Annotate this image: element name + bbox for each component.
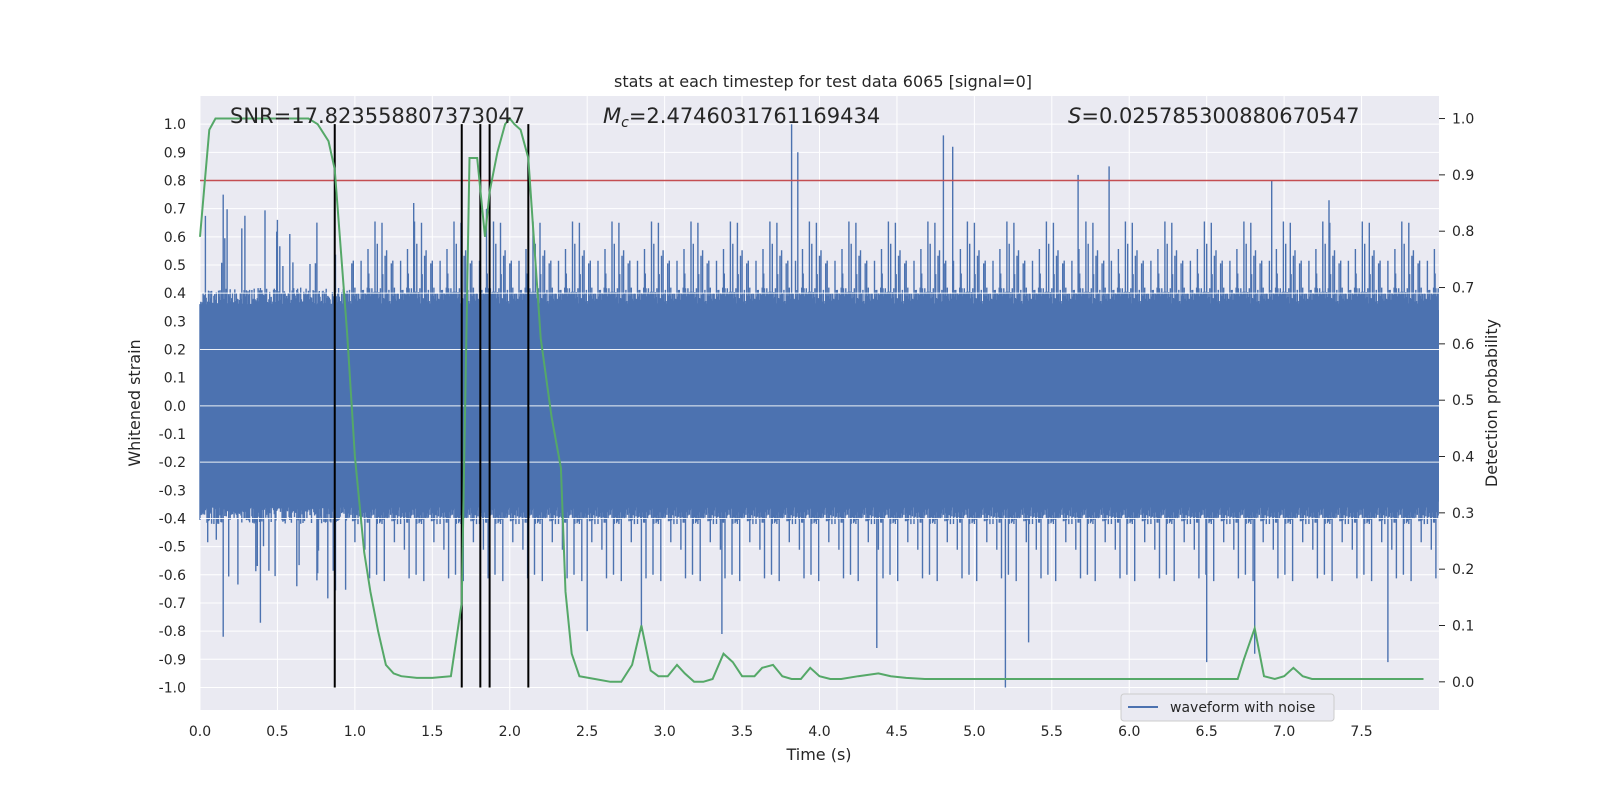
y-left-tick-label: 0.2 (164, 342, 186, 358)
s-value: =0.025785300880670547 (1081, 104, 1359, 128)
y-left-tick-label: -0.5 (159, 540, 186, 556)
snr-annotation: SNR=17.823558807373047 (230, 104, 525, 128)
x-tick-label: 5.0 (963, 724, 985, 740)
mc-value: =2.4746031761169434 (629, 104, 880, 128)
probability-series (199, 116, 1424, 683)
y-left-tick-label: -0.4 (159, 511, 186, 527)
y-right-tick-labels: 0.0 0.1 0.2 0.3 0.4 0.5 0.6 0.7 0.8 0.9 1.0 (1439, 112, 1474, 691)
y-left-tick-label: 0.1 (164, 371, 186, 387)
y-right-tick-label: 0.3 (1452, 506, 1474, 522)
y-left-axis-label: Whitened strain (125, 339, 144, 466)
x-tick-label: 3.5 (731, 724, 753, 740)
mc-subscript: c (621, 115, 629, 131)
y-right-tick-label: 0.2 (1452, 562, 1474, 578)
x-tick-label: 0.0 (189, 724, 211, 740)
y-left-tick-label: -0.3 (159, 483, 186, 499)
y-left-tick-label: -0.8 (159, 624, 186, 640)
legend: waveform with noise (1120, 693, 1335, 722)
y-left-tick-label: -1.0 (159, 680, 186, 696)
y-right-tick-label: 0.5 (1452, 393, 1474, 409)
y-left-tick-label: 0.7 (164, 202, 186, 218)
y-left-tick-label: 0.6 (164, 230, 186, 246)
y-left-tick-label: -0.2 (159, 455, 186, 471)
y-left-tick-labels: -1.0 -0.9 -0.8 -0.7 -0.6 -0.5 -0.4 -0.3 -0.2 -0.1… (159, 117, 186, 696)
x-tick-label: 3.0 (653, 724, 675, 740)
y-right-tick-label: 0.8 (1452, 224, 1474, 240)
y-right-tick-label: 1.0 (1452, 112, 1474, 128)
x-tick-label: 2.0 (499, 724, 521, 740)
mc-annotation: Mc=2.4746031761169434 (603, 104, 880, 131)
legend-box (1120, 693, 1335, 722)
x-tick-label: 5.5 (1041, 724, 1063, 740)
y-right-tick-label: 0.6 (1452, 337, 1474, 353)
legend-label: waveform with noise (1170, 700, 1315, 716)
y-right-tick-label: 0.1 (1452, 619, 1474, 635)
x-axis-label: Time (s) (785, 745, 851, 764)
y-right-tick-label: 0.9 (1452, 168, 1474, 184)
y-left-tick-label: 0.4 (164, 286, 186, 302)
y-left-tick-label: 1.0 (164, 117, 186, 133)
y-right-tick-label: 0.7 (1452, 281, 1474, 297)
y-left-tick-label: -0.1 (159, 427, 186, 443)
y-left-tick-label: -0.9 (159, 652, 186, 668)
x-tick-label: 6.5 (1196, 724, 1218, 740)
chart-title: stats at each timestep for test data 606… (614, 72, 1032, 91)
x-tick-label: 4.5 (886, 724, 908, 740)
y-left-tick-label: -0.6 (159, 568, 186, 584)
y-left-tick-label: 0.0 (164, 399, 186, 415)
s-symbol: S (1068, 104, 1081, 128)
x-tick-label: 1.0 (344, 724, 366, 740)
y-left-tick-label: -0.7 (159, 596, 186, 612)
y-right-tick-label: 0.4 (1452, 450, 1474, 466)
y-left-tick-label: 0.5 (164, 258, 186, 274)
y-right-tick-label: 0.0 (1452, 675, 1474, 691)
x-tick-label: 6.0 (1118, 724, 1140, 740)
x-tick-label: 7.0 (1273, 724, 1295, 740)
x-tick-label: 4.0 (808, 724, 830, 740)
x-tick-label: 7.5 (1350, 724, 1372, 740)
y-left-tick-label: 0.3 (164, 314, 186, 330)
y-left-tick-label: 0.9 (164, 145, 186, 161)
waveform-layer (199, 124, 1439, 688)
y-right-axis-label: Detection probability (1482, 319, 1501, 487)
mc-symbol: M (603, 104, 621, 128)
x-tick-label: 1.5 (421, 724, 443, 740)
x-tick-label: 2.5 (576, 724, 598, 740)
s-annotation: S=0.025785300880670547 (1068, 104, 1359, 128)
probability-layer (199, 116, 1424, 683)
y-left-tick-label: 0.8 (164, 173, 186, 189)
x-tick-label: 0.5 (266, 724, 288, 740)
x-tick-labels: 0.0 0.5 1.0 1.5 2.0 2.5 3.0 3.5 4.0 4.5 5.0 5.5 6.0 6… (189, 724, 1373, 740)
